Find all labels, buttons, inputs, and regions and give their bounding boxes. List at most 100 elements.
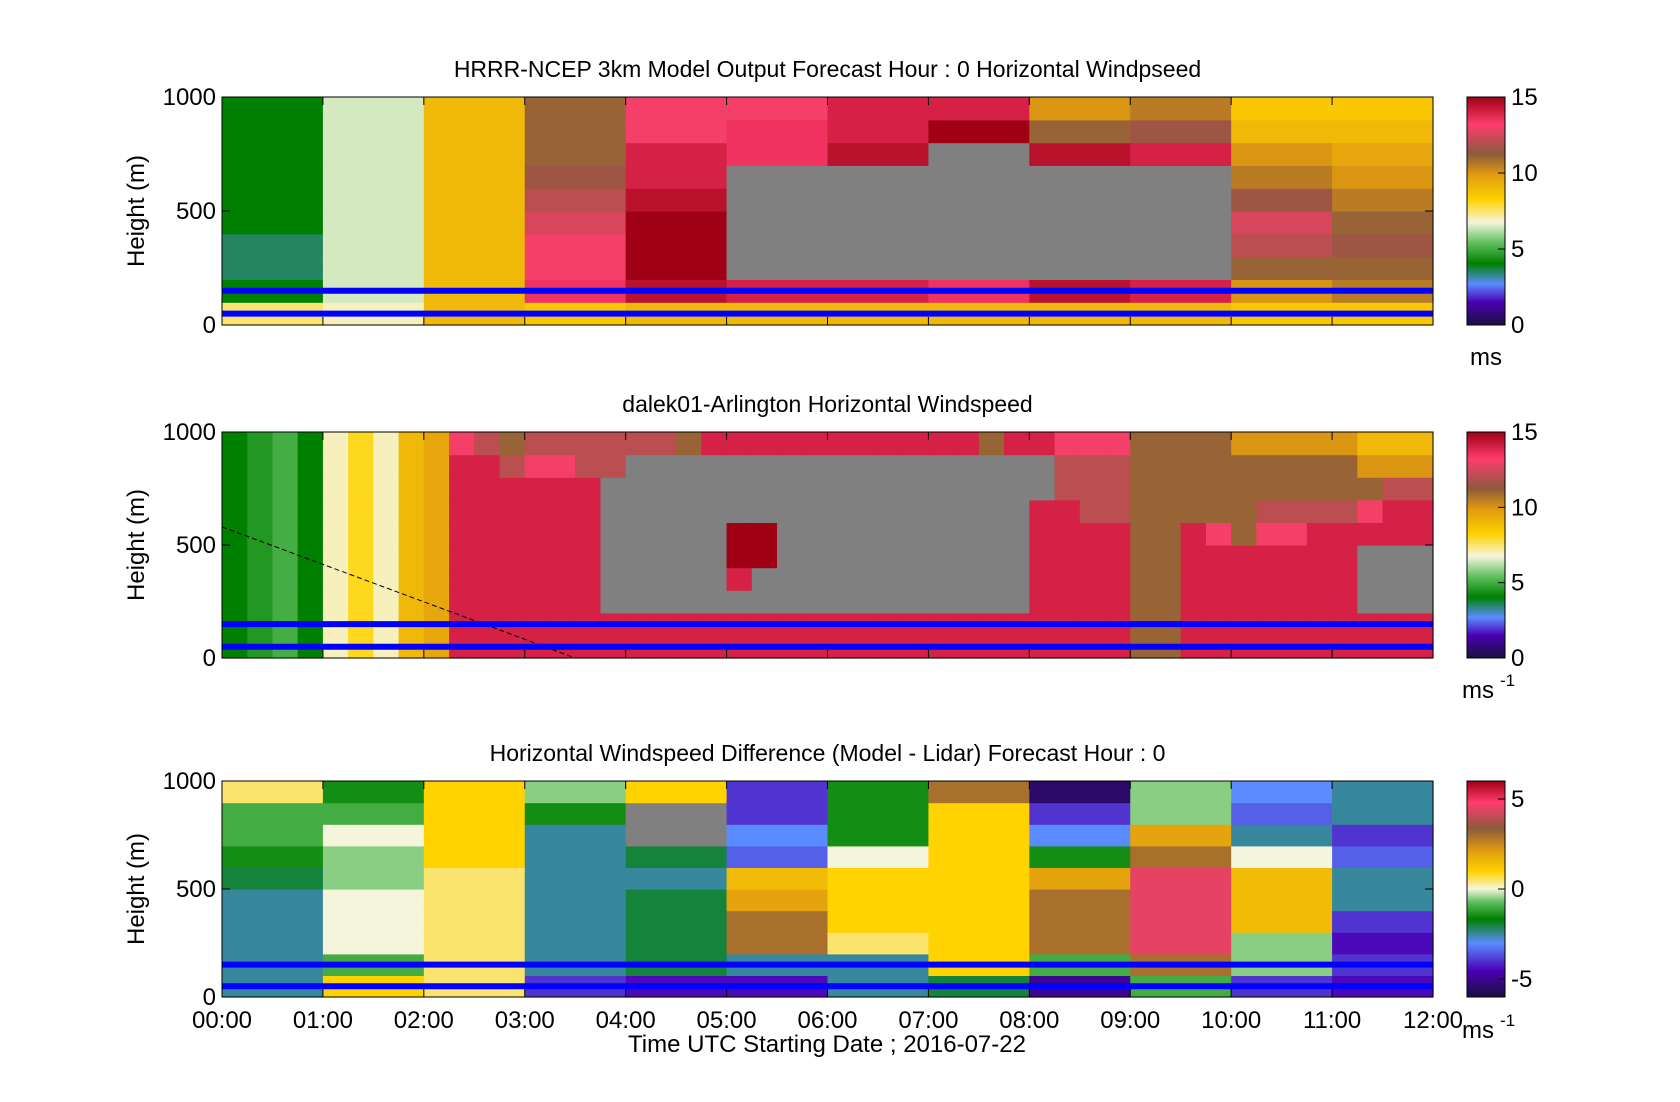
heatmap-cell	[549, 499, 576, 523]
heatmap-cell	[524, 590, 551, 614]
heatmap-cell	[827, 802, 930, 825]
heatmap-cell	[222, 845, 324, 868]
heatmap-cell	[1332, 522, 1358, 546]
heatmap-cell	[322, 454, 349, 478]
heatmap-cell	[726, 119, 829, 144]
heatmap-cell	[322, 97, 425, 121]
heatmap-cell	[726, 522, 753, 546]
heatmap-cell	[827, 211, 930, 235]
heatmap-cell	[1130, 545, 1157, 569]
heatmap-cell	[953, 567, 980, 591]
heatmap-cell	[1357, 522, 1384, 546]
heatmap-cell	[348, 454, 374, 478]
colorbar-unit: ms	[1462, 677, 1494, 704]
heatmap-cell	[1281, 499, 1308, 523]
y-axis-label: Height (m)	[123, 833, 150, 945]
heatmap-cell	[1054, 522, 1081, 546]
heatmap-cell	[222, 211, 324, 235]
heatmap-cell	[1130, 432, 1157, 456]
heatmap-cell	[827, 432, 854, 456]
heatmap-cell	[903, 477, 930, 501]
heatmap-cell	[423, 590, 450, 614]
heatmap-cell	[524, 802, 627, 825]
heatmap-cell	[903, 522, 930, 546]
chart-title: Horizontal Windspeed Difference (Model -…	[490, 740, 1166, 766]
heatmap-cell	[524, 233, 627, 258]
x-tick-label: 04:00	[596, 1007, 656, 1034]
heatmap-cell	[1029, 477, 1056, 501]
heatmap-cell	[575, 432, 602, 456]
heatmap-cell	[524, 499, 551, 523]
heatmap-cell	[1029, 454, 1056, 478]
heatmap-cell	[1130, 590, 1157, 614]
heatmap-cell	[827, 499, 854, 523]
heatmap-cell	[726, 256, 829, 280]
heatmap-cell	[474, 499, 501, 523]
heatmap-cell	[600, 545, 627, 569]
heatmap-cell	[1231, 781, 1333, 804]
heatmap-cell	[777, 545, 803, 569]
heatmap-cell	[1332, 142, 1434, 166]
heatmap-cell	[852, 477, 879, 501]
heatmap-cell	[1231, 233, 1333, 258]
heatmap-cell	[1130, 97, 1232, 121]
heatmap-cell	[322, 119, 425, 144]
heatmap-cell	[499, 454, 526, 478]
heatmap-cell	[1130, 211, 1232, 235]
heatmap-cell	[751, 432, 778, 456]
heatmap-cell	[877, 477, 904, 501]
heatmap-cell	[827, 567, 854, 591]
heatmap-cell	[928, 802, 1030, 825]
heatmap-cell	[524, 97, 627, 121]
heatmap-cell	[978, 432, 1005, 456]
heatmap-cell	[1332, 824, 1434, 847]
heatmap-cell	[1079, 567, 1106, 591]
heatmap-cell	[701, 590, 728, 614]
heatmap-cell	[625, 165, 728, 189]
heatmap-cell	[1130, 824, 1232, 847]
heatmap-cell	[398, 590, 425, 614]
heatmap-cell	[1332, 889, 1434, 912]
heatmap-cell	[1130, 522, 1157, 546]
heatmap-cell	[272, 432, 299, 456]
heatmap-cell	[676, 590, 702, 614]
heatmap-cell	[625, 545, 652, 569]
heatmap-cell	[524, 188, 627, 212]
heatmap-cell	[1407, 454, 1434, 478]
heatmap-cell	[726, 802, 829, 825]
heatmap-cell	[1231, 499, 1257, 523]
lidar-windspeed-panel: dalek01-Arlington Horizontal Windspeed He…	[123, 391, 1538, 704]
heatmap-cell	[928, 142, 1030, 166]
heatmap-cell	[222, 233, 324, 258]
heatmap-cell	[1155, 522, 1182, 546]
heatmap-cell	[1306, 545, 1333, 569]
heatmap-cell	[928, 522, 955, 546]
colorbar-tick-label: 5	[1511, 236, 1524, 263]
heatmap-cell	[222, 910, 324, 933]
heatmap-cell	[499, 545, 526, 569]
heatmap-cell	[575, 454, 602, 478]
heatmap-cell	[1382, 499, 1409, 523]
heatmap-cell	[1130, 932, 1232, 955]
heatmap-cell	[852, 432, 879, 456]
heatmap-cell	[802, 567, 829, 591]
heatmap-cell	[348, 567, 374, 591]
heatmap-cell	[1155, 590, 1182, 614]
heatmap-cell	[1130, 499, 1157, 523]
heatmap-cell	[625, 867, 728, 890]
heatmap-cell	[852, 545, 879, 569]
heatmap-cell	[1105, 454, 1131, 478]
colorbar-tick-label: 0	[1511, 312, 1524, 339]
heatmap-cell	[1105, 477, 1131, 501]
heatmap-cell	[978, 477, 1005, 501]
heatmap-cell	[474, 545, 501, 569]
heatmap-cell	[423, 477, 450, 501]
heatmap-cell	[802, 454, 829, 478]
heatmap-cell	[1004, 545, 1030, 569]
heatmap-cell	[1004, 477, 1030, 501]
heatmap-cell	[1332, 477, 1358, 501]
heatmap-cell	[297, 499, 324, 523]
heatmap-cell	[272, 522, 299, 546]
chart-title: dalek01-Arlington Horizontal Windspeed	[622, 391, 1032, 417]
heatmap-cell	[423, 545, 450, 569]
